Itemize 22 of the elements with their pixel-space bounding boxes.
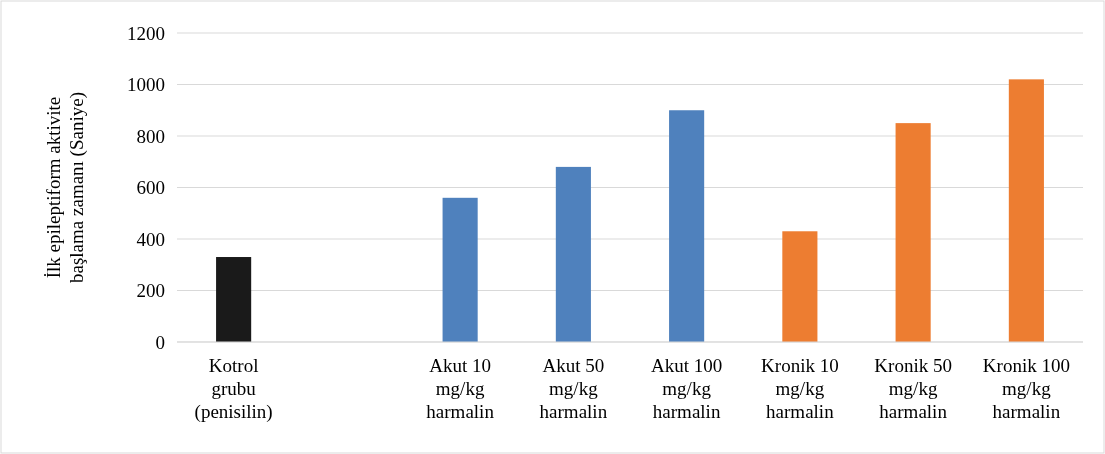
x-tick-label: Kronik 100 mg/kg harmalin [982, 355, 1070, 422]
x-tick-label: Akut 50 mg/kg harmalin [539, 355, 608, 422]
y-tick-label: 800 [136, 125, 165, 147]
y-tick-label: 600 [136, 177, 165, 199]
x-tick-label: Akut 100 mg/kg harmalin [651, 355, 723, 422]
y-tick-label: 200 [136, 280, 165, 302]
bar [782, 231, 818, 342]
bar [1008, 79, 1044, 342]
bar [216, 257, 252, 342]
bar [442, 197, 478, 342]
bar [669, 110, 705, 342]
bar [555, 166, 591, 342]
x-tick-label: Akut 10 mg/kg harmalin [426, 355, 495, 422]
bar [895, 123, 931, 342]
y-tick-label: 400 [136, 228, 165, 250]
y-tick-label: 0 [155, 331, 165, 353]
x-tick-label: Kronik 50 mg/kg harmalin [874, 355, 952, 422]
y-tick-label: 1000 [127, 74, 165, 96]
x-tick-label: Kronik 10 mg/kg harmalin [761, 355, 839, 422]
y-tick-label: 1200 [127, 22, 165, 44]
y-axis-title: İlk epileptiform aktivite başlama zamanı (Saniye) [43, 92, 88, 283]
x-tick-label: Kotrol grubu (penisilin) [194, 355, 273, 423]
